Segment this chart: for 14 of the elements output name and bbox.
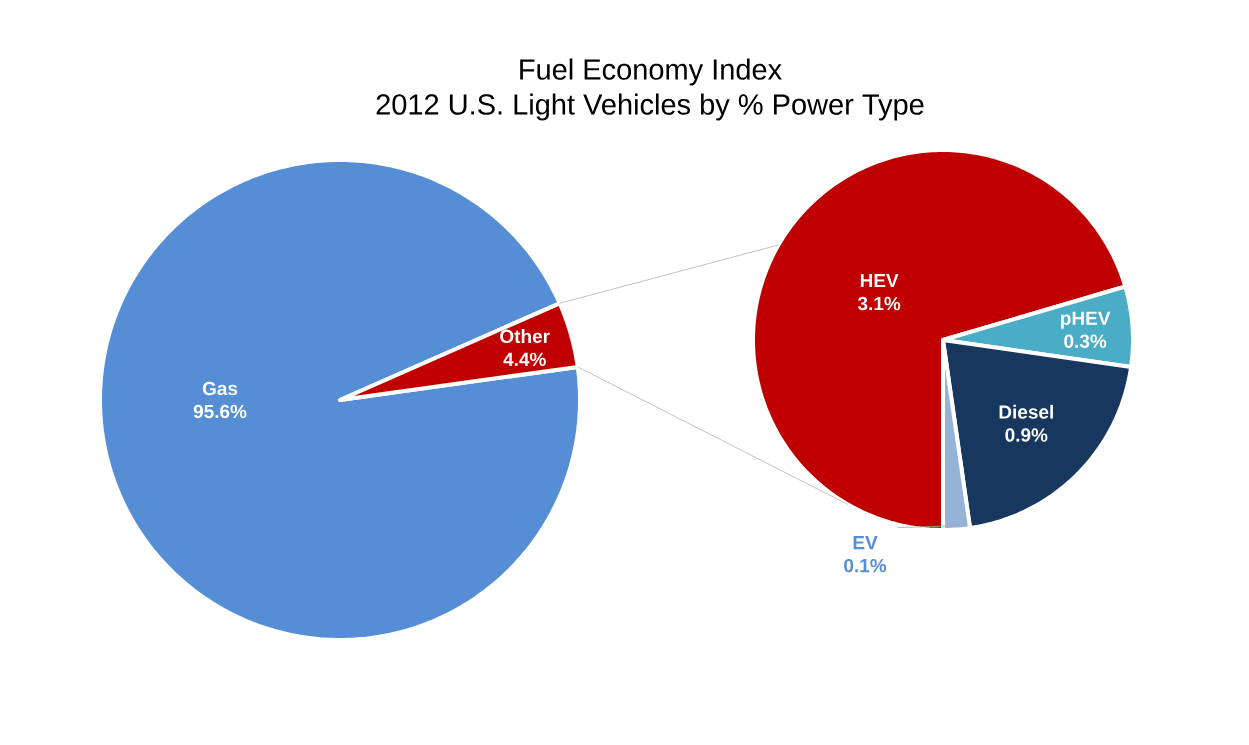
data-label: 0.3%: [1064, 334, 1107, 348]
slice-label: Gas: [202, 381, 238, 396]
slice-label: EV: [853, 536, 878, 550]
data-label: 4.4%: [503, 352, 546, 367]
data-label: 95.6%: [193, 404, 247, 419]
slice-label: pHEV: [1061, 311, 1111, 329]
slice-label: Other: [500, 329, 550, 344]
data-label: 3.1%: [857, 296, 901, 311]
text: 2012 U.S. Light Vehicles by % Power Type: [376, 93, 924, 121]
slice-label: Diesel: [999, 404, 1053, 419]
data-label: 0.1%: [844, 558, 887, 573]
text: Fuel Economy Index: [520, 58, 782, 86]
slice-label: HEV: [860, 274, 899, 288]
data-label: 0.9%: [1005, 428, 1048, 442]
